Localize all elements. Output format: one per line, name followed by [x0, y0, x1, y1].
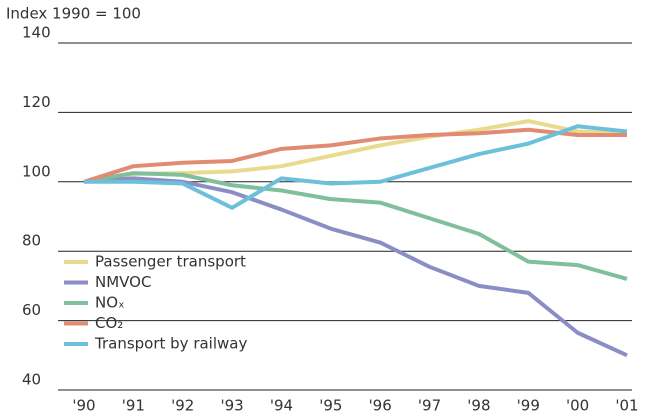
- x-tick-label: '00: [566, 397, 589, 415]
- legend-label: NMVOC: [95, 273, 151, 291]
- series-line: [83, 171, 628, 281]
- x-tick-label: '91: [122, 397, 145, 415]
- x-tick-label: '97: [418, 397, 441, 415]
- x-tick-label: '94: [270, 397, 293, 415]
- y-axis-label: Index 1990 = 100: [6, 5, 141, 23]
- y-tick-label: 80: [22, 232, 41, 250]
- x-tick-label: '92: [171, 397, 194, 415]
- x-tick-label: '98: [467, 397, 490, 415]
- x-tick-label: '96: [369, 397, 392, 415]
- legend-label: Transport by railway: [94, 335, 247, 353]
- legend-label: CO₂: [95, 314, 123, 332]
- x-tick-label: '99: [517, 397, 540, 415]
- legend-label: Passenger transport: [95, 253, 246, 271]
- x-tick-label: '95: [319, 397, 342, 415]
- x-tick-label: '90: [72, 397, 95, 415]
- y-tick-label: 60: [22, 301, 41, 319]
- y-tick-label: 40: [22, 371, 41, 389]
- series-line: [83, 127, 627, 184]
- series-line: [84, 124, 628, 210]
- series-line: [83, 176, 628, 358]
- y-tick-label: 120: [22, 93, 51, 111]
- legend-label: NOₓ: [95, 294, 125, 312]
- x-tick-label: '93: [220, 397, 243, 415]
- y-tick-label: 100: [22, 162, 51, 180]
- x-tick-label: '01: [615, 397, 638, 415]
- y-tick-label: 140: [22, 24, 51, 42]
